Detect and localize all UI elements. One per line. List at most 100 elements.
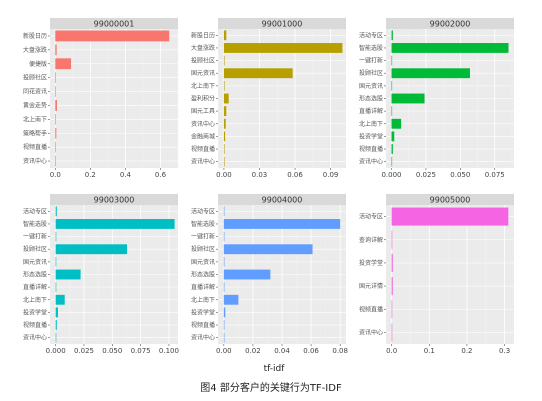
bar-3 (223, 231, 225, 242)
facet-strip (50, 194, 178, 205)
y-tick-label: 查询详解 (359, 236, 383, 244)
y-tick-label: 便捷版 (29, 60, 47, 68)
y-tick-label: 国元资讯 (359, 82, 383, 90)
y-tick-label: 北上南下 (23, 115, 47, 123)
bar-4 (223, 244, 313, 255)
x-tick-label: 0.06 (287, 171, 303, 179)
y-tick-label: 国元资讯 (23, 258, 47, 266)
x-tick-label: 0.0 (50, 171, 61, 179)
bar-1 (391, 207, 509, 226)
bar-2 (391, 43, 509, 53)
bar-5 (391, 80, 393, 91)
bar-5 (55, 86, 56, 97)
bar-10 (55, 155, 56, 167)
x-tick-label: 0.050 (450, 171, 470, 179)
y-tick-label: 国元详情 (359, 282, 383, 290)
y-tick-label: 活动专区 (191, 207, 215, 215)
x-tick-label: 0.000 (381, 171, 401, 179)
x-tick-label: 0.09 (323, 171, 339, 179)
y-tick-label: 活动专区 (23, 207, 47, 215)
bar-1 (391, 30, 393, 41)
bar-11 (391, 156, 393, 167)
facet-panel: 99001000 0.00 0.03 0.06 0.09 新股日历大盘涨跌投顾社区国元资讯… (191, 18, 346, 179)
plot-panel (50, 29, 178, 168)
x-axis-title: tf-idf (264, 364, 286, 374)
y-tick-label: 资讯中心 (191, 334, 215, 342)
y-tick-label: 金融商城 (191, 132, 215, 140)
bar-11 (55, 332, 57, 343)
y-tick-label: 视频直播 (359, 145, 383, 153)
facet-strip-label: 99005000 (430, 196, 471, 205)
bar-1 (55, 206, 57, 217)
bar-4 (391, 277, 393, 296)
bar-8 (55, 294, 65, 305)
y-tick-label: 视频直播 (191, 321, 215, 329)
bar-3 (223, 55, 225, 66)
bar-10 (391, 144, 393, 154)
facet-strip-label: 99002000 (430, 20, 471, 29)
bar-8 (55, 127, 57, 139)
facet-strip (218, 18, 346, 29)
y-tick-label: 国元资讯 (191, 69, 215, 77)
y-tick-label: 资讯中心 (23, 157, 47, 165)
y-tick-label: 国元资讯 (191, 258, 215, 266)
y-tick-label: 直播详解 (23, 283, 47, 291)
facet-panel: 99003000 0.000 0.025 0.050 0.075 0.100 活动专区智能选… (23, 194, 179, 355)
y-tick-label: 资讯中心 (191, 158, 215, 166)
y-tick-label: 投顾社区 (359, 69, 383, 77)
facet-strip-label: 99000001 (94, 20, 135, 29)
bar-8 (223, 118, 226, 129)
y-tick-label: 资讯中心 (359, 328, 383, 336)
bar-6 (223, 93, 229, 104)
y-tick-label: 投顾社区 (23, 245, 47, 253)
x-tick-label: 0.03 (252, 171, 268, 179)
y-tick-label: 投资学堂 (23, 308, 47, 316)
y-tick-label: 形态选股 (191, 271, 215, 279)
x-tick-label: 0.000 (46, 347, 66, 355)
x-tick-label: 0.08 (332, 347, 348, 355)
facet-strip (386, 18, 514, 29)
bar-4 (55, 244, 128, 255)
x-tick-label: 0.2 (461, 347, 472, 355)
y-tick-label: 视频直播 (23, 321, 47, 329)
y-tick-label: 资讯中心 (359, 158, 383, 166)
bar-2 (391, 230, 393, 249)
y-tick-label: 北上南下 (23, 296, 47, 304)
facet-strip-label: 99003000 (94, 196, 135, 205)
y-tick-label: 国元工具 (191, 108, 215, 115)
y-tick-label: 视频直播 (359, 305, 383, 313)
bar-3 (55, 231, 57, 242)
x-tick-label: 0.4 (120, 171, 132, 179)
bar-5 (223, 80, 225, 91)
y-tick-label: 智能选股 (191, 220, 215, 228)
y-tick-label: 资讯中心 (23, 334, 47, 342)
bar-7 (223, 282, 225, 293)
y-tick-label: 一键打新 (359, 57, 383, 65)
bar-8 (223, 294, 239, 305)
y-tick-label: 黄金走势 (23, 101, 47, 109)
facet-strip (218, 194, 346, 205)
y-tick-label: 投资学堂 (359, 259, 383, 267)
y-tick-label: 投资学堂 (359, 132, 383, 140)
y-tick-label: 直播详解 (359, 107, 383, 115)
x-tick-label: 0.00 (216, 171, 232, 179)
x-tick-label: 0.1 (424, 347, 435, 355)
facet-strip-label: 99001000 (262, 20, 303, 29)
bar-6 (391, 93, 425, 104)
y-tick-label: 新股日历 (23, 32, 47, 40)
y-tick-label: 活动专区 (359, 213, 383, 221)
y-tick-label: 盈利积分 (191, 95, 215, 103)
bar-11 (223, 332, 225, 343)
x-tick-label: 0.6 (155, 171, 167, 179)
bar-6 (55, 269, 81, 280)
bar-11 (223, 156, 225, 167)
y-tick-label: 活动专区 (359, 31, 383, 39)
x-tick-label: 0.02 (245, 347, 261, 355)
bar-5 (55, 256, 57, 267)
y-tick-label: 策略帮手 (23, 129, 47, 137)
x-tick-label: 0.075 (131, 347, 151, 355)
y-tick-label: 新股日历 (191, 31, 215, 39)
bar-9 (223, 307, 226, 318)
